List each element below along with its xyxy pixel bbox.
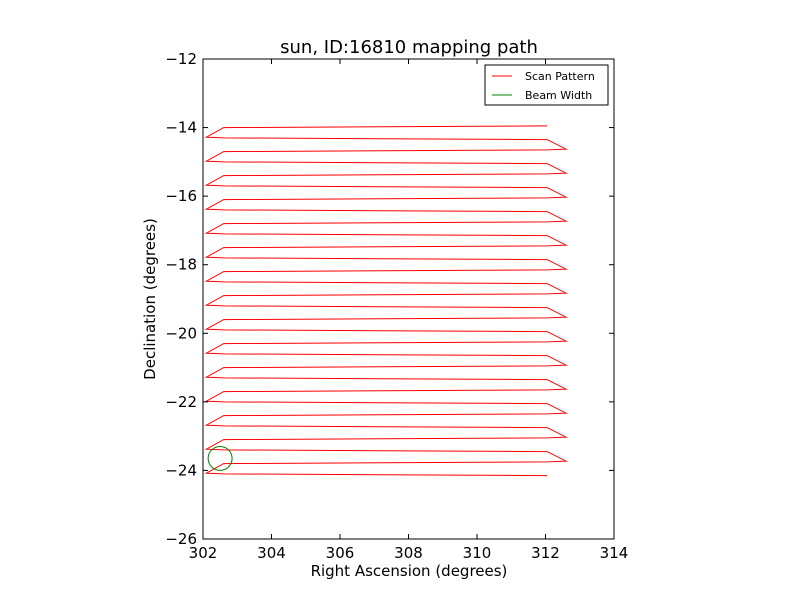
y-axis: −12 −14 −16 −18 −20 −22 −24 −26 [165, 50, 614, 548]
x-tick-label: 312 [531, 544, 560, 562]
x-tick-label: 310 [463, 544, 492, 562]
legend-label-scan-pattern: Scan Pattern [525, 70, 595, 83]
y-tick-label: −26 [165, 530, 197, 548]
plot-frame [202, 58, 615, 540]
x-axis: 302 304 306 308 310 312 314 [189, 59, 629, 562]
y-tick-label: −22 [165, 393, 197, 411]
x-tick-label: 308 [394, 544, 423, 562]
y-tick-label: −20 [165, 324, 197, 342]
beam-width-circle [207, 445, 233, 471]
scan-pattern-line [204, 125, 569, 477]
plot-area [204, 125, 569, 477]
y-tick-label: −24 [165, 461, 197, 479]
chart-title: sun, ID:16810 mapping path [280, 37, 538, 58]
legend-label-beam-width: Beam Width [525, 89, 592, 102]
y-axis-label: Declination (degrees) [141, 218, 159, 380]
x-axis-label: Right Ascension (degrees) [311, 562, 508, 580]
y-tick-label: −14 [165, 119, 197, 137]
x-tick-label: 306 [326, 544, 355, 562]
legend-box [484, 64, 609, 106]
y-tick-label: −18 [165, 256, 197, 274]
x-tick-label: 314 [600, 544, 629, 562]
legend: Scan Pattern Beam Width [484, 64, 609, 106]
x-tick-label: 304 [257, 544, 286, 562]
x-tick-label: 302 [189, 544, 218, 562]
y-tick-label: −16 [165, 187, 197, 205]
y-tick-label: −12 [165, 50, 197, 68]
